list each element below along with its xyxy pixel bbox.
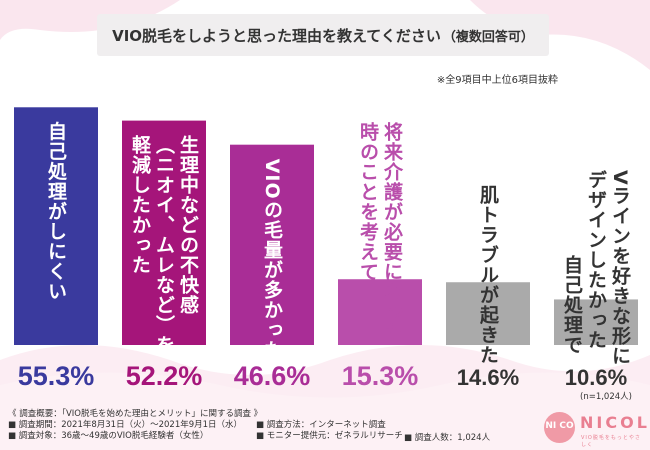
bar-1 [14, 107, 98, 346]
value-label-2: 52.2% [126, 361, 203, 391]
bar-label-2-2: （ニオイ、ムレなど）を [153, 135, 175, 355]
footer-count: ■ 調査人数：1,024人 [404, 433, 491, 443]
chart-note: ※全9項目中上位6項目抜粋 [436, 75, 558, 86]
logo-subtitle: VIO脱毛をもっとやさしく [581, 435, 641, 448]
logo-mark: NI CO [544, 412, 575, 443]
bar-label-5-1: 肌トラブルが起きた [477, 185, 500, 365]
bar-label-1-1: 自己処理がしにくい [45, 120, 67, 301]
chart-title: VIO脱毛をしようと思った理由を教えてください （複数回答可） [97, 14, 549, 56]
value-label-4: 15.3% [342, 361, 419, 391]
footer-period: ■ 調査期間：2021年8月31日（火）〜2021年9月1日（水） [8, 420, 243, 430]
bar-6 [554, 299, 638, 345]
footer-method: ■ 調査方法：インターネット調査 [256, 420, 386, 430]
bar-label-4-1: 将来介護が必要になった [381, 121, 404, 342]
logo-name: NICOL [580, 413, 650, 432]
bar-label-4-2: 時のことを考えて [357, 122, 379, 282]
footer-provider: ■ モニター提供元：ゼネラルリサーチ [256, 431, 403, 441]
footer-target: ■ 調査対象：36歳〜49歳のVIO脱毛経験者（女性） [8, 431, 209, 441]
bar-label-2-1: 生理中などの不快感 [177, 133, 199, 314]
survey-footer-right: ■ 調査方法：インターネット調査 ■ モニター提供元：ゼネラルリサーチ [256, 420, 403, 442]
value-label-6: 10.6% [565, 365, 627, 390]
value-label-1: 55.3% [18, 361, 95, 391]
bar-5 [446, 282, 530, 345]
bar-2 [122, 120, 206, 346]
bar-label-6-1: Vラインを好きな形に [609, 170, 632, 366]
survey-footer: 《 調査概要：「VIO脱毛を始めた理由とメリット」に関する調査 》 ■ 調査期間… [8, 409, 262, 442]
bar-label-6-2: デザインしたかった [585, 169, 607, 350]
bar-label-6-3: 自己処理で [561, 254, 583, 355]
nicol-logo: NI CO NICOL VIO脱毛をもっとやさしく [544, 412, 647, 448]
chart-title-suffix: （複数回答可） [442, 29, 534, 45]
footer-heading: 《 調査概要：「VIO脱毛を始めた理由とメリット」に関する調査 》 [8, 409, 263, 419]
value-label-3: 46.6% [234, 361, 311, 391]
bar-4 [338, 279, 422, 345]
chart-title-text: VIO脱毛をしようと思った理由を教えてください [112, 26, 441, 45]
bar-label-2-3: 軽減したかった [129, 134, 151, 274]
respondents-count: (n=1,024人) [580, 392, 632, 402]
bar-3 [230, 144, 314, 345]
bar-label-3-1: VIOの毛量が多かった [261, 159, 283, 360]
value-label-5: 14.6% [457, 365, 519, 390]
